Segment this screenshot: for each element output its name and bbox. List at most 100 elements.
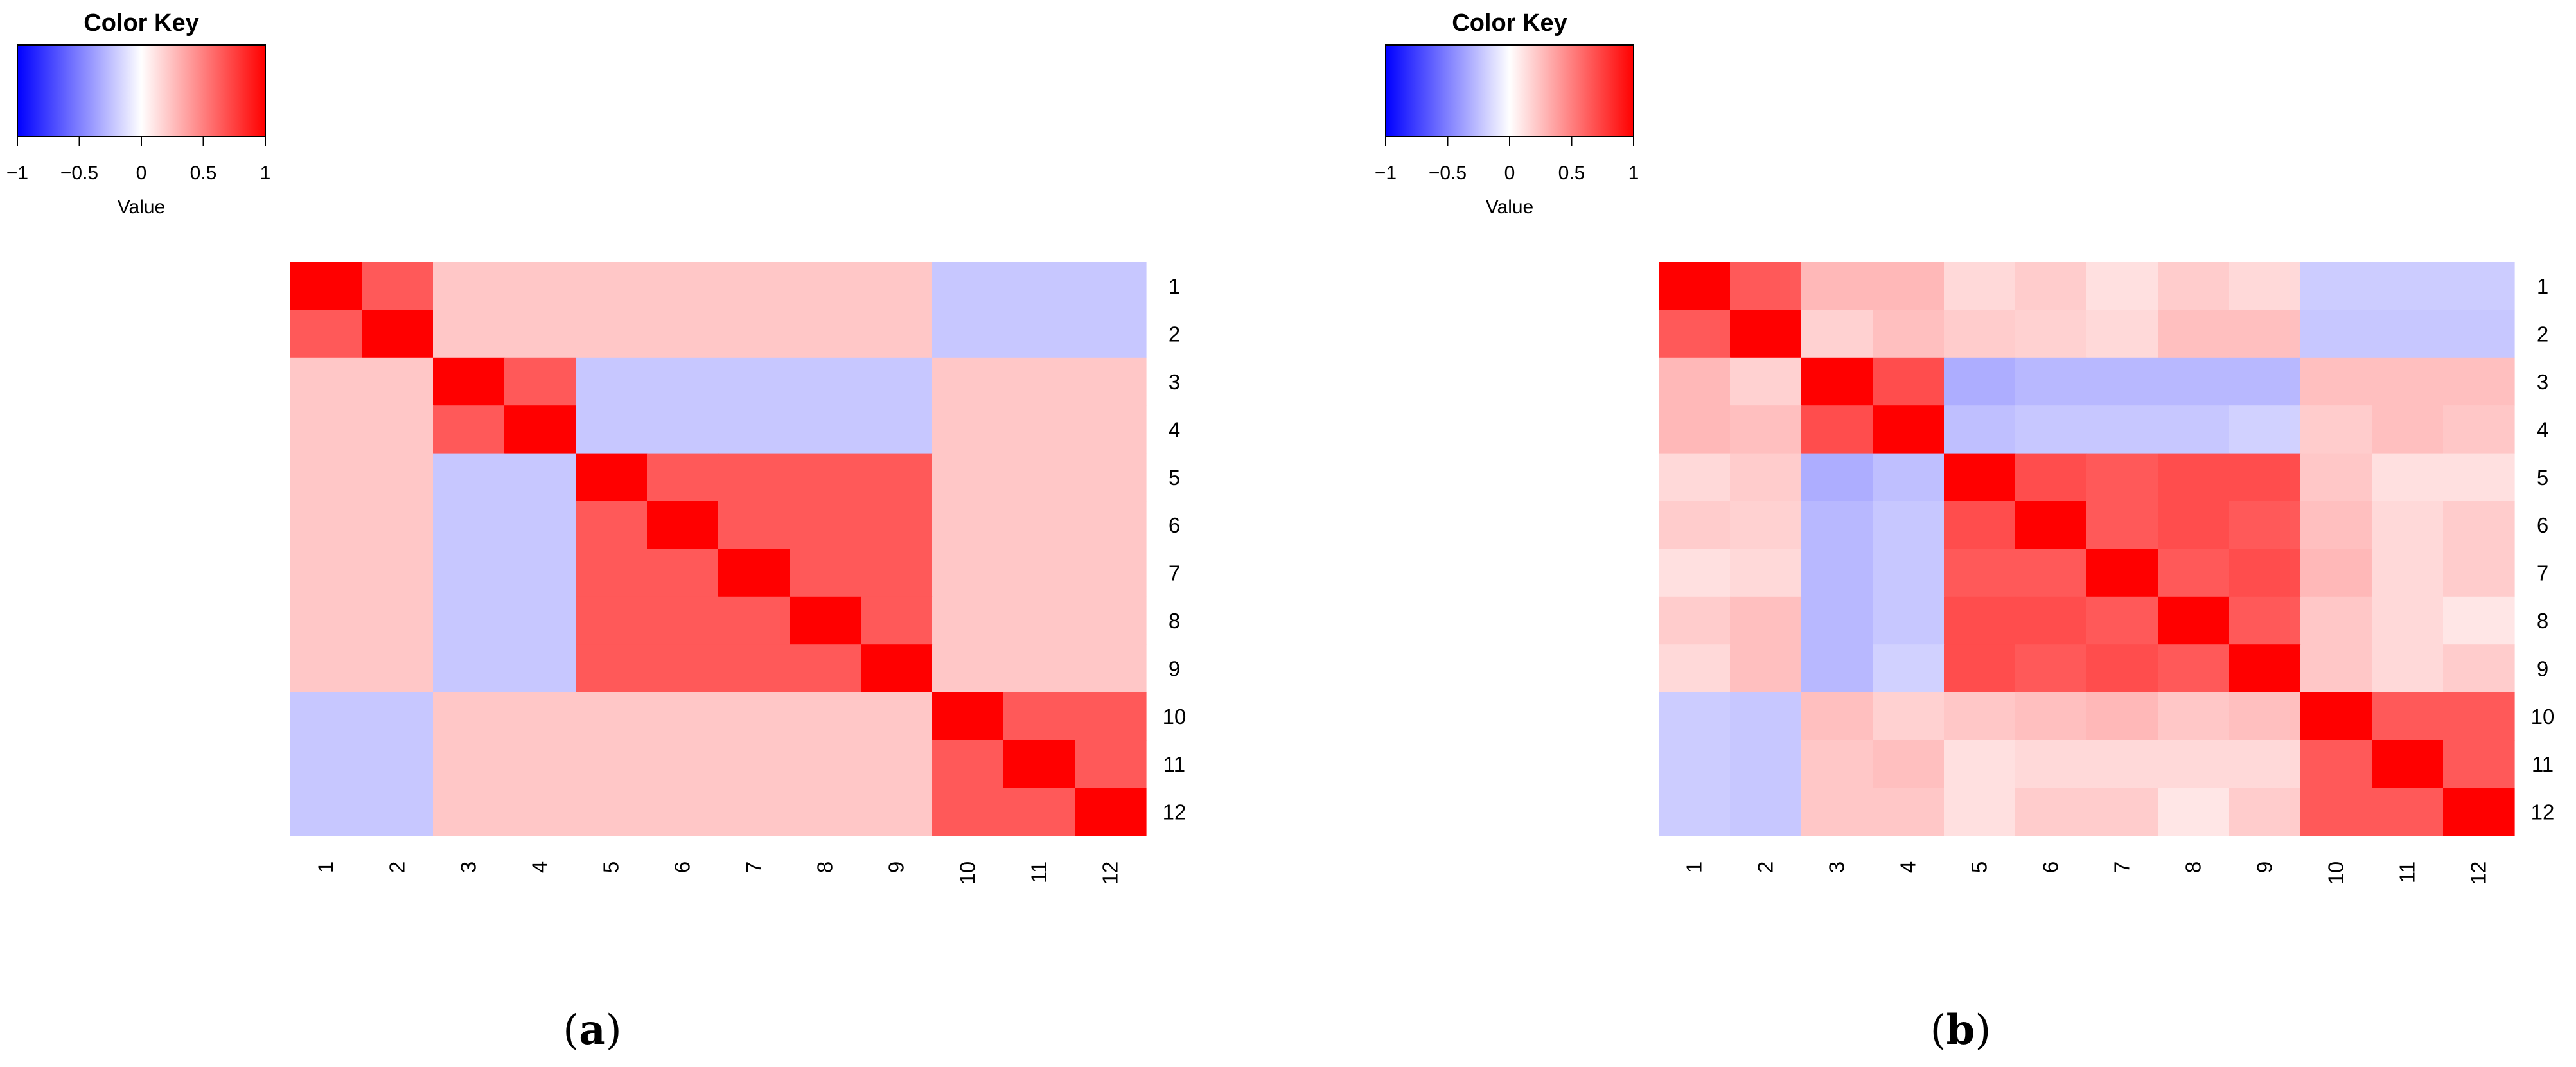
- heatmap-cell: [1801, 405, 1873, 454]
- heatmap-cell: [433, 692, 505, 741]
- row-label: 2: [2537, 322, 2548, 346]
- heatmap-cell: [1944, 357, 2016, 406]
- row-label: 11: [1163, 752, 1185, 776]
- heatmap-cell: [932, 596, 1004, 645]
- heatmap-cell: [576, 740, 648, 788]
- heatmap-cell: [1944, 644, 2016, 693]
- heatmap-cell: [576, 405, 648, 454]
- heatmap-cell: [2300, 453, 2372, 502]
- heatmap-cell: [576, 357, 648, 406]
- heatmap-cell: [1003, 692, 1075, 741]
- heatmap-cell: [2443, 453, 2515, 502]
- heatmap-cell: [932, 692, 1004, 741]
- heatmap-cell: [2015, 740, 2087, 788]
- col-label: 5: [599, 861, 623, 873]
- heatmap-cell: [2443, 692, 2515, 741]
- heatmap-cell: [2158, 644, 2230, 693]
- heatmap-cell: [932, 357, 1004, 406]
- heatmap-cell: [1944, 549, 2016, 597]
- heatmap-cell: [2158, 501, 2230, 549]
- heatmap-cell: [861, 262, 933, 310]
- col-label: 8: [813, 861, 837, 873]
- heatmap-cell: [1003, 405, 1075, 454]
- heatmap-cell: [2086, 453, 2158, 502]
- color-key-tick-label: 0: [1504, 163, 1515, 184]
- panel-label-a: (a): [563, 1006, 621, 1054]
- heatmap-cell: [647, 453, 719, 502]
- heatmap-cell: [1659, 596, 1731, 645]
- heatmap-cell: [2015, 357, 2087, 406]
- heatmap-cell: [2158, 405, 2230, 454]
- heatmap-cell: [576, 310, 648, 358]
- heatmap-cell: [718, 453, 790, 502]
- heatmap-cell: [790, 692, 861, 741]
- heatmap-cell: [1659, 788, 1731, 836]
- col-label: 1: [314, 861, 338, 873]
- heatmap-cell: [576, 692, 648, 741]
- row-label: 1: [1169, 274, 1180, 298]
- heatmap-cell: [1659, 692, 1731, 741]
- heatmap-cell: [2300, 310, 2372, 358]
- col-label: 11: [2395, 861, 2419, 883]
- color-key-tick-label: 0.5: [190, 163, 217, 184]
- heatmap-panel-a: Color Key −1 −0.5 0 0.5 1 Value 123456789101…: [6, 10, 1186, 1054]
- heatmap-cell: [1801, 310, 1873, 358]
- row-label: 5: [2537, 466, 2548, 489]
- color-key-tick-label: 1: [260, 163, 271, 184]
- heatmap-cell: [718, 501, 790, 549]
- heatmap-cell: [2372, 310, 2444, 358]
- heatmap-cell: [1801, 596, 1873, 645]
- heatmap-cell: [576, 262, 648, 310]
- heatmap-cell: [362, 692, 434, 741]
- heatmap-cell: [1003, 596, 1075, 645]
- heatmap-cell: [2158, 549, 2230, 597]
- col-label: 10: [2324, 861, 2348, 885]
- heatmap-cell: [718, 549, 790, 597]
- heatmap-cell: [1730, 453, 1802, 502]
- heatmap-cell: [1873, 453, 1945, 502]
- heatmap-cell: [2300, 501, 2372, 549]
- heatmap-cell: [433, 596, 505, 645]
- heatmap-cell: [433, 357, 505, 406]
- col-label: 6: [671, 861, 694, 873]
- heatmap-cell: [718, 405, 790, 454]
- heatmap-cell: [1003, 357, 1075, 406]
- heatmap-cell: [1944, 405, 2016, 454]
- heatmap-cell: [2086, 310, 2158, 358]
- heatmap-cell: [1003, 310, 1075, 358]
- heatmap-cell: [2372, 549, 2444, 597]
- color-key-tick-label: −1: [6, 163, 28, 184]
- heatmap-cell: [790, 405, 861, 454]
- heatmap-cell: [2372, 262, 2444, 310]
- heatmap-cell: [647, 405, 719, 454]
- heatmap-cell: [718, 740, 790, 788]
- heatmap-cell: [718, 644, 790, 693]
- heatmap-cell: [2443, 788, 2515, 836]
- color-key-tick-label: 1: [1628, 163, 1639, 184]
- heatmap-cell: [1801, 549, 1873, 597]
- heatmap-cell: [2229, 310, 2301, 358]
- heatmap-cell: [2015, 549, 2087, 597]
- heatmap-cell: [2443, 310, 2515, 358]
- heatmap-cell: [2372, 501, 2444, 549]
- heatmap-cell: [2086, 692, 2158, 741]
- heatmap-cell: [2300, 788, 2372, 836]
- heatmap-cell: [1659, 357, 1731, 406]
- heatmap-cell: [362, 644, 434, 693]
- heatmap-cell: [932, 453, 1004, 502]
- heatmap-cell: [433, 501, 505, 549]
- heatmap-cell: [932, 740, 1004, 788]
- heatmap-cell: [2086, 596, 2158, 645]
- heatmap-cell: [2086, 788, 2158, 836]
- heatmap-cell: [718, 596, 790, 645]
- row-label: 8: [2537, 609, 2548, 633]
- heatmap-cell: [2158, 740, 2230, 788]
- row-label: 4: [2537, 418, 2548, 441]
- heatmap-cell: [1801, 788, 1873, 836]
- heatmap-cell: [1873, 740, 1945, 788]
- heatmap-cell: [1075, 357, 1147, 406]
- heatmap-cell: [1801, 740, 1873, 788]
- heatmap-cell: [504, 453, 576, 502]
